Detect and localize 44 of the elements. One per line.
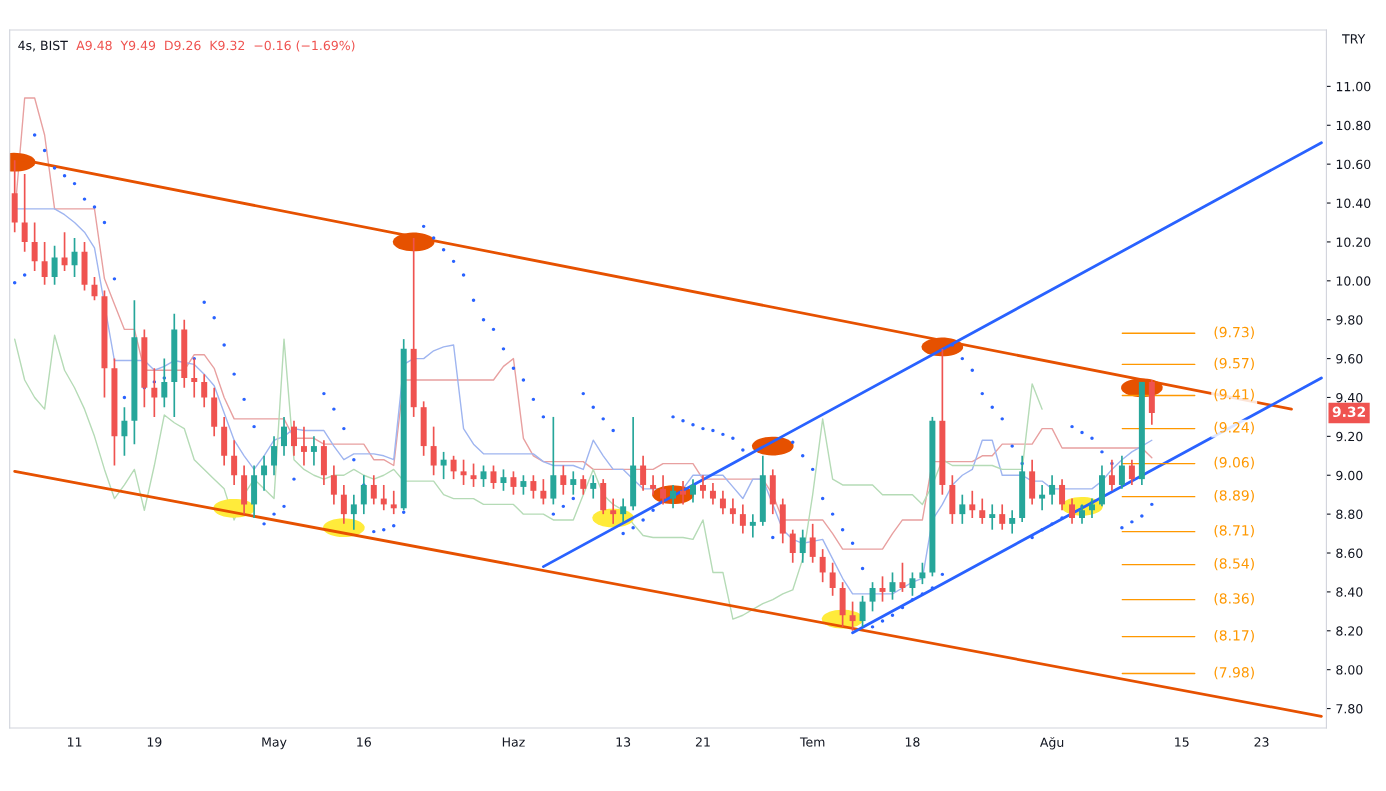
x-tick-label: 11: [67, 737, 82, 747]
ref-line-label: (8.71): [1214, 524, 1254, 538]
y-tick-label: 9.60: [1336, 354, 1363, 364]
y-tick-label: 10.40: [1336, 198, 1371, 208]
x-tick-label: Ağu: [1039, 737, 1064, 750]
annotation: 9.32: [1332, 406, 1366, 418]
x-tick-label: May: [262, 737, 287, 750]
x-tick-label: 13: [616, 737, 631, 747]
y-tick-label: 8.60: [1336, 548, 1363, 558]
ref-line-label: (7.98): [1214, 666, 1254, 680]
y-tick-label: 9.80: [1336, 315, 1363, 325]
ref-line-label: (9.24): [1214, 421, 1254, 435]
ref-line-label: (8.89): [1214, 489, 1254, 503]
ref-line-label: (9.57): [1214, 357, 1254, 371]
ref-line-label: (9.06): [1214, 456, 1254, 470]
x-tick-label: 19: [147, 737, 162, 747]
ref-line-label: (8.36): [1214, 592, 1254, 606]
x-tick-label: 21: [695, 737, 710, 747]
y-tick-label: 7.80: [1336, 704, 1363, 714]
text: 4s, BIST: [18, 40, 68, 52]
y-tick-label: 8.80: [1336, 509, 1363, 520]
ref-line-label: (9.41): [1214, 388, 1254, 402]
x-tick-label: 15: [1175, 737, 1189, 747]
y-tick-label: 10.00: [1336, 276, 1371, 286]
y-tick-label: 9.00: [1336, 470, 1363, 481]
y-tick-label: 8.40: [1336, 587, 1363, 597]
ref-line-label: (8.54): [1214, 557, 1254, 571]
x-tick-label: Haz: [502, 737, 525, 747]
x-tick-label: 18: [905, 737, 920, 747]
y-tick-label: 9.20: [1336, 431, 1363, 442]
x-tick-label: Tem: [799, 737, 825, 747]
y-tick-label: 8.20: [1336, 626, 1363, 636]
text: A9.48 Y9.49 D9.26 K9.32 −0.16 (−1.69%): [76, 40, 355, 52]
x-tick-label: 23: [1254, 737, 1269, 747]
y-tick-label: 10.80: [1336, 120, 1371, 131]
y-axis-title: TRY: [1342, 34, 1366, 44]
ref-line-label: (8.17): [1214, 629, 1254, 643]
y-tick-label: 10.60: [1336, 159, 1371, 170]
y-tick-label: 10.20: [1336, 237, 1371, 247]
ref-line-label: (9.73): [1214, 326, 1254, 339]
y-tick-label: 11.00: [1336, 81, 1371, 92]
x-tick-label: 16: [357, 737, 371, 747]
y-tick-label: 8.00: [1336, 665, 1363, 675]
y-tick-label: 9.40: [1336, 392, 1363, 403]
